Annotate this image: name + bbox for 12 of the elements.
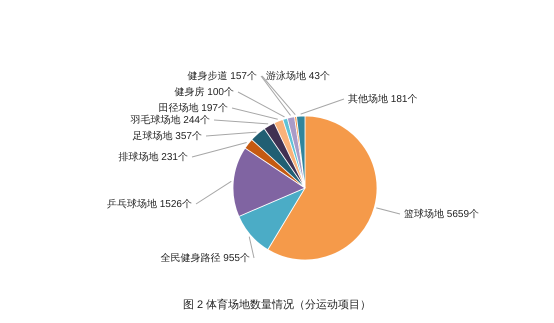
slice-label: 足球场地 357个 (132, 130, 202, 142)
slice-label: 田径场地 197个 (158, 102, 228, 114)
slice-label: 排球场地 231个 (118, 151, 188, 163)
slice-label: 健身房 100个 (174, 86, 234, 98)
slice-label: 游泳场地 43个 (266, 70, 330, 82)
text: 图 2 体育场地数量情况（分运动项目） (182, 298, 372, 311)
slice-label: 羽毛球场地 244个 (130, 114, 210, 126)
slice-label: 乒乓球场地 1526个 (106, 198, 192, 210)
slice-label: 篮球场地 5659个 (404, 208, 480, 220)
slice-label: 健身步道 157个 (188, 70, 257, 82)
slice-label: 其他场地 181个 (348, 93, 418, 105)
slice-label: 全民健身路径 955个 (160, 252, 250, 264)
